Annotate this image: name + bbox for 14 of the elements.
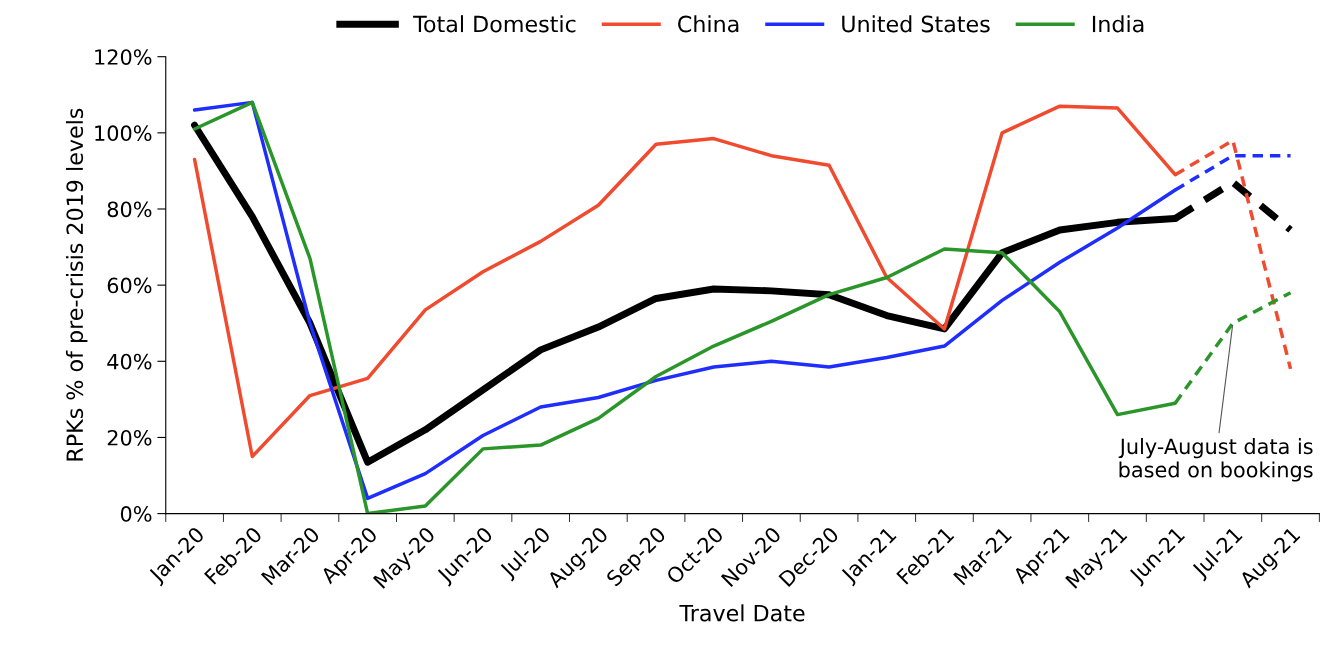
annotation: July-August data is based on bookings	[1118, 438, 1313, 482]
y-axis-title: RPKs % of pre-crisis 2019 levels	[65, 108, 88, 461]
legend-label: United States	[842, 15, 990, 33]
y-tick-label: 80%	[107, 201, 152, 218]
y-tick-label: 100%	[95, 125, 152, 142]
legend-label: China	[678, 15, 739, 33]
legend-label: India	[1092, 15, 1144, 33]
y-tick-label: 0%	[120, 506, 152, 522]
y-tick-label: 60%	[107, 277, 152, 294]
x-axis-title: Travel Date	[679, 604, 805, 622]
y-tick-label: 120%	[95, 49, 152, 65]
y-tick-label: 40%	[107, 353, 152, 370]
legend-label: Total Domestic	[413, 15, 576, 33]
y-tick-label: 20%	[107, 429, 152, 446]
